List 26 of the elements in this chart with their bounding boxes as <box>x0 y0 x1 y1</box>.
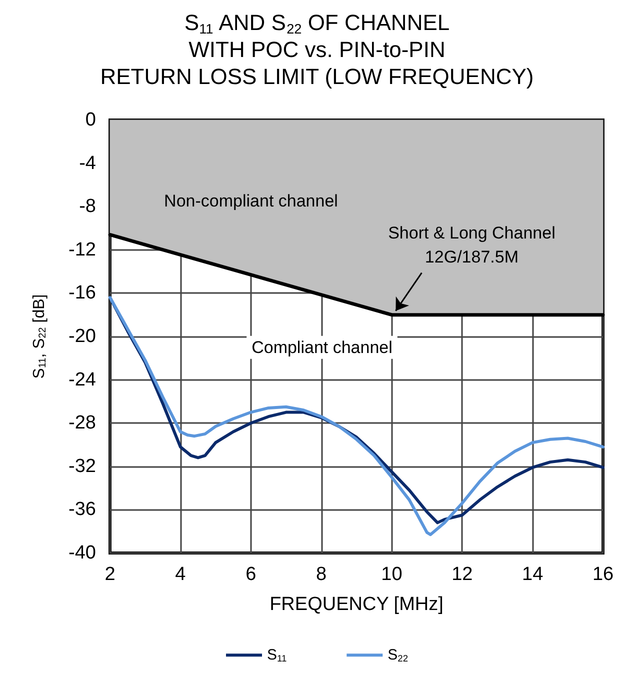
x-axis-title: FREQUENCY [MHz] <box>270 594 444 615</box>
x-tick-label: 6 <box>246 564 256 585</box>
x-tick-label: 4 <box>175 564 186 585</box>
y-tick-label: 0 <box>85 110 96 130</box>
annotation: Short & Long Channel 12G/187.5M <box>388 223 556 266</box>
y-tick-label: -16 <box>68 282 96 304</box>
y-tick-label: -8 <box>79 196 96 218</box>
y-axis-title: S11, S22 [dB] <box>30 294 48 379</box>
x-tick-label: 12 <box>452 564 473 585</box>
y-tick-label: -20 <box>68 326 96 347</box>
y-tick-label: -36 <box>68 499 96 520</box>
legend-label: S22 <box>388 646 408 664</box>
legend-label: S11 <box>267 646 287 664</box>
y-tick-label: -4 <box>79 152 96 174</box>
y-tick-label: -28 <box>68 412 96 434</box>
x-tick-label: 10 <box>381 564 402 585</box>
y-tick-label: -12 <box>68 239 96 260</box>
annotation: Compliant channel <box>252 338 392 357</box>
x-tick-label: 14 <box>522 564 544 585</box>
x-tick-label: 16 <box>592 564 614 585</box>
y-tick-label: -40 <box>68 542 96 564</box>
x-tick-label: 2 <box>104 564 116 585</box>
x-tick-label: 8 <box>316 564 327 585</box>
y-tick-label: -32 <box>68 456 96 477</box>
annotation: Non-compliant channel <box>164 192 338 211</box>
y-tick-label: -24 <box>68 369 96 390</box>
